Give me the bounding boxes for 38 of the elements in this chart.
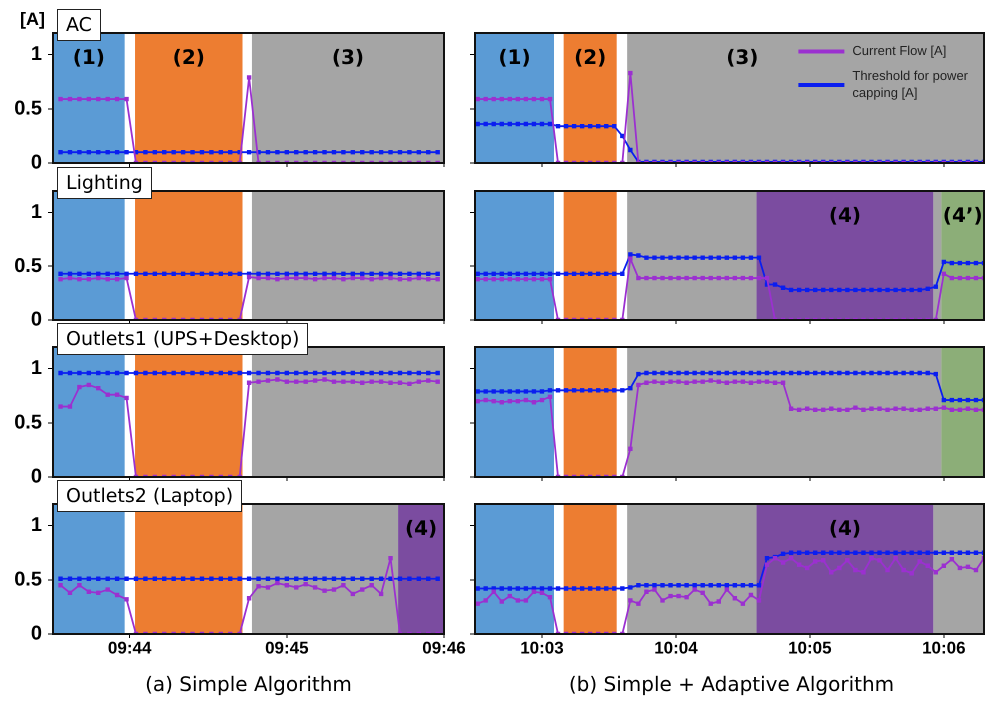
band-label: (2): [574, 45, 606, 70]
band-label: (4’): [942, 203, 983, 228]
chart-title: AC: [57, 9, 101, 41]
band-label: (2): [172, 45, 205, 70]
chart-title: Outlets2 (Laptop): [57, 480, 242, 512]
x-axis-title: (b) Simple + Adaptive Algorithm: [568, 672, 896, 696]
y-tick-label: 1: [30, 357, 42, 380]
y-tick-label: 0: [30, 308, 42, 331]
band-label: (4): [828, 516, 862, 540]
x-tick-label: 10:05: [788, 638, 832, 658]
legend-label: Current Flow [A]: [852, 43, 946, 58]
y-tick-label: 1: [30, 43, 42, 66]
chart-title: Lighting: [57, 167, 152, 199]
band-label: (4): [404, 516, 438, 540]
legend-label: Threshold for power capping [A]: [852, 68, 969, 100]
y-tick-label: 0.5: [14, 568, 42, 590]
x-tick-label: 09:45: [265, 638, 309, 658]
y-tick-label: 0.5: [14, 411, 42, 434]
band-label: (3): [332, 45, 364, 70]
chart-title: Outlets1 (UPS+Desktop): [57, 323, 308, 355]
y-tick-label: 0: [30, 622, 42, 645]
band-label: (1): [498, 45, 531, 70]
y-axis-title: [A]: [20, 9, 45, 30]
y-tick-label: 1: [30, 514, 42, 536]
band-label: (4): [828, 203, 862, 228]
x-tick-label: 10:04: [654, 638, 698, 658]
band-label: (1): [72, 45, 105, 70]
x-tick-label: 09:44: [108, 638, 152, 658]
y-tick-label: 0.5: [14, 254, 42, 277]
x-tick-label: 10:03: [520, 638, 564, 658]
y-tick-label: 1: [30, 201, 42, 224]
y-tick-label: 0.5: [14, 97, 42, 120]
x-tick-label: 10:06: [922, 638, 966, 658]
x-tick-label: 09:46: [422, 638, 466, 658]
y-tick-label: 0: [30, 466, 42, 488]
band-label: (3): [726, 45, 758, 70]
x-axis-title: (a) Simple Algorithm: [144, 672, 353, 696]
y-tick-label: 0: [30, 152, 42, 174]
